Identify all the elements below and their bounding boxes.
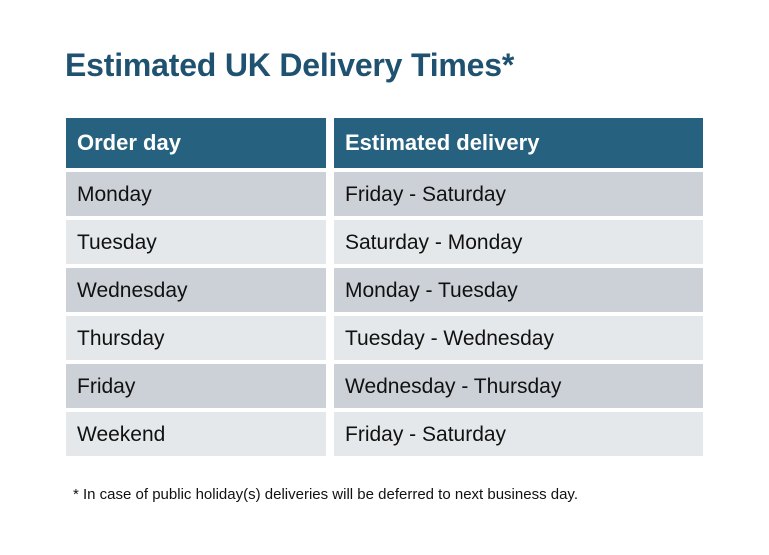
cell-order-day: Weekend [66, 412, 326, 456]
cell-estimated-delivery: Monday - Tuesday [334, 268, 703, 312]
column-header-estimated-delivery: Estimated delivery [334, 118, 703, 168]
cell-order-day: Friday [66, 364, 326, 408]
table-row: Friday Wednesday - Thursday [66, 364, 703, 408]
footnote-text: * In case of public holiday(s) deliverie… [73, 486, 578, 503]
table-row: Weekend Friday - Saturday [66, 412, 703, 456]
cell-estimated-delivery: Tuesday - Wednesday [334, 316, 703, 360]
table-row: Tuesday Saturday - Monday [66, 220, 703, 264]
cell-estimated-delivery: Wednesday - Thursday [334, 364, 703, 408]
table-row: Thursday Tuesday - Wednesday [66, 316, 703, 360]
cell-order-day: Wednesday [66, 268, 326, 312]
cell-order-day: Monday [66, 172, 326, 216]
table-header-row: Order day Estimated delivery [66, 118, 703, 168]
delivery-times-table: Order day Estimated delivery Monday Frid… [66, 118, 703, 456]
cell-estimated-delivery: Friday - Saturday [334, 412, 703, 456]
cell-order-day: Tuesday [66, 220, 326, 264]
column-header-order-day: Order day [66, 118, 326, 168]
table-row: Monday Friday - Saturday [66, 172, 703, 216]
page-title: Estimated UK Delivery Times* [65, 47, 515, 83]
cell-estimated-delivery: Friday - Saturday [334, 172, 703, 216]
cell-order-day: Thursday [66, 316, 326, 360]
table-row: Wednesday Monday - Tuesday [66, 268, 703, 312]
cell-estimated-delivery: Saturday - Monday [334, 220, 703, 264]
